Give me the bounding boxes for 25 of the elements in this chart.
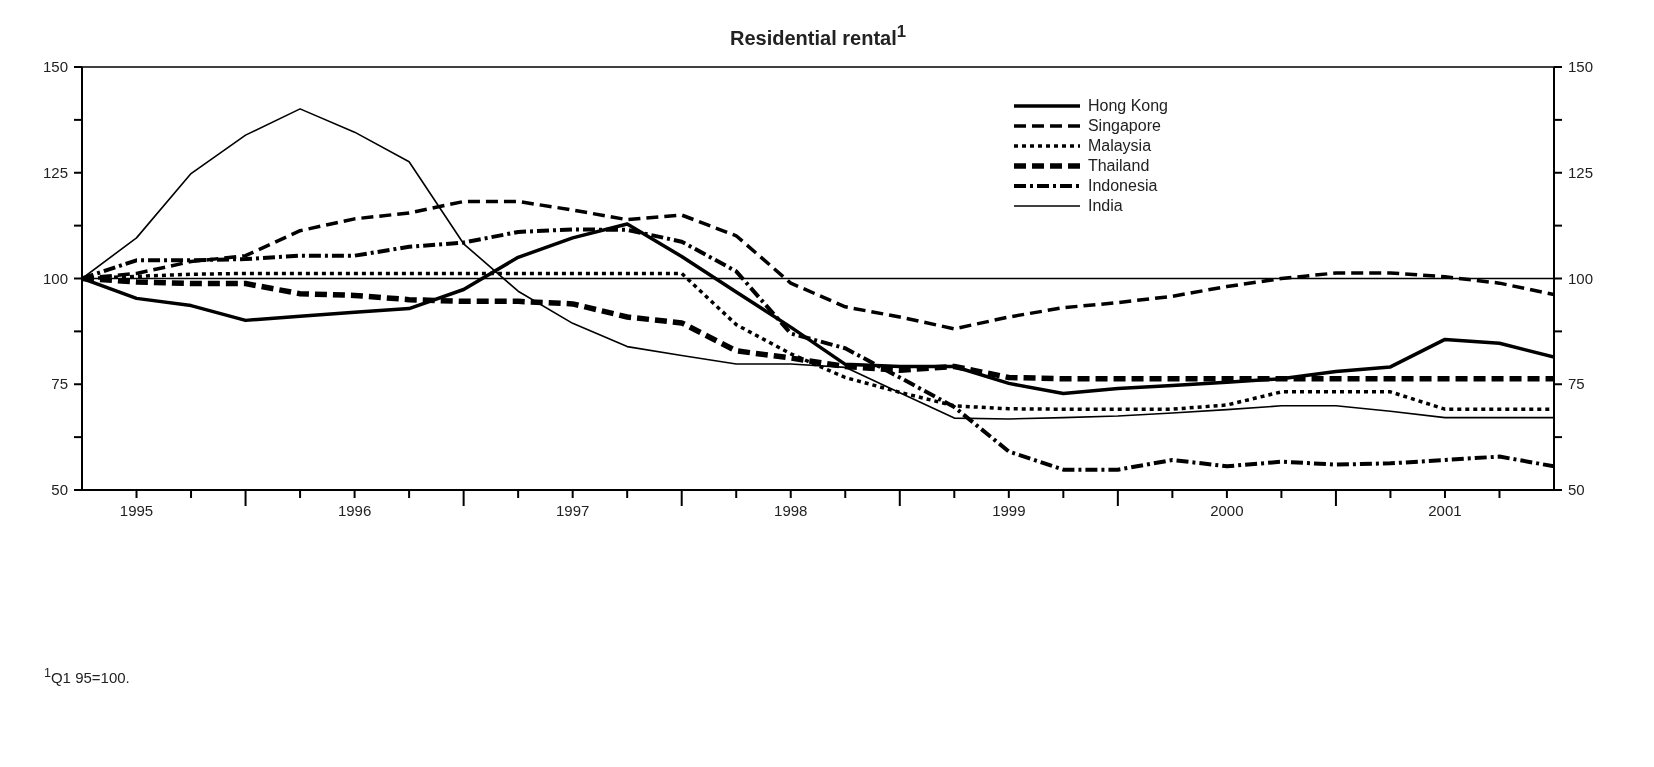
- x-tick-label: 1995: [119, 501, 154, 519]
- y-tick-label: 125: [42, 163, 68, 181]
- legend-label: India: [1087, 195, 1123, 216]
- y2-tick-label: 125: [1568, 163, 1594, 181]
- y2-tick-label: 100: [1568, 269, 1594, 287]
- legend-label: Malaysia: [1087, 135, 1152, 156]
- y2-tick-label: 75: [1568, 374, 1585, 392]
- x-tick-label: 2001: [1428, 501, 1462, 519]
- y-tick-label: 150: [42, 57, 68, 75]
- y-tick-label: 100: [42, 269, 68, 287]
- x-tick-label: 1997: [555, 501, 590, 519]
- y2-tick-label: 150: [1568, 57, 1594, 75]
- x-tick-label: 1998: [774, 501, 808, 519]
- x-tick-label: 2000: [1210, 501, 1244, 519]
- chart-title: Residential rental$^{1}$: [730, 22, 906, 49]
- x-tick-label: 1996: [337, 501, 372, 519]
- y-tick-label: 50: [51, 480, 68, 498]
- legend-label: Indonesia: [1087, 175, 1158, 196]
- y2-tick-label: 50: [1568, 480, 1585, 498]
- legend-label: Singapore: [1087, 115, 1161, 136]
- legend-label: Thailand: [1087, 155, 1150, 176]
- x-tick-label: 1999: [992, 501, 1026, 519]
- text: $^{1}$Q1 95=100.: [44, 665, 130, 686]
- legend-label: Hong Kong: [1087, 95, 1168, 116]
- y-tick-label: 75: [51, 374, 68, 392]
